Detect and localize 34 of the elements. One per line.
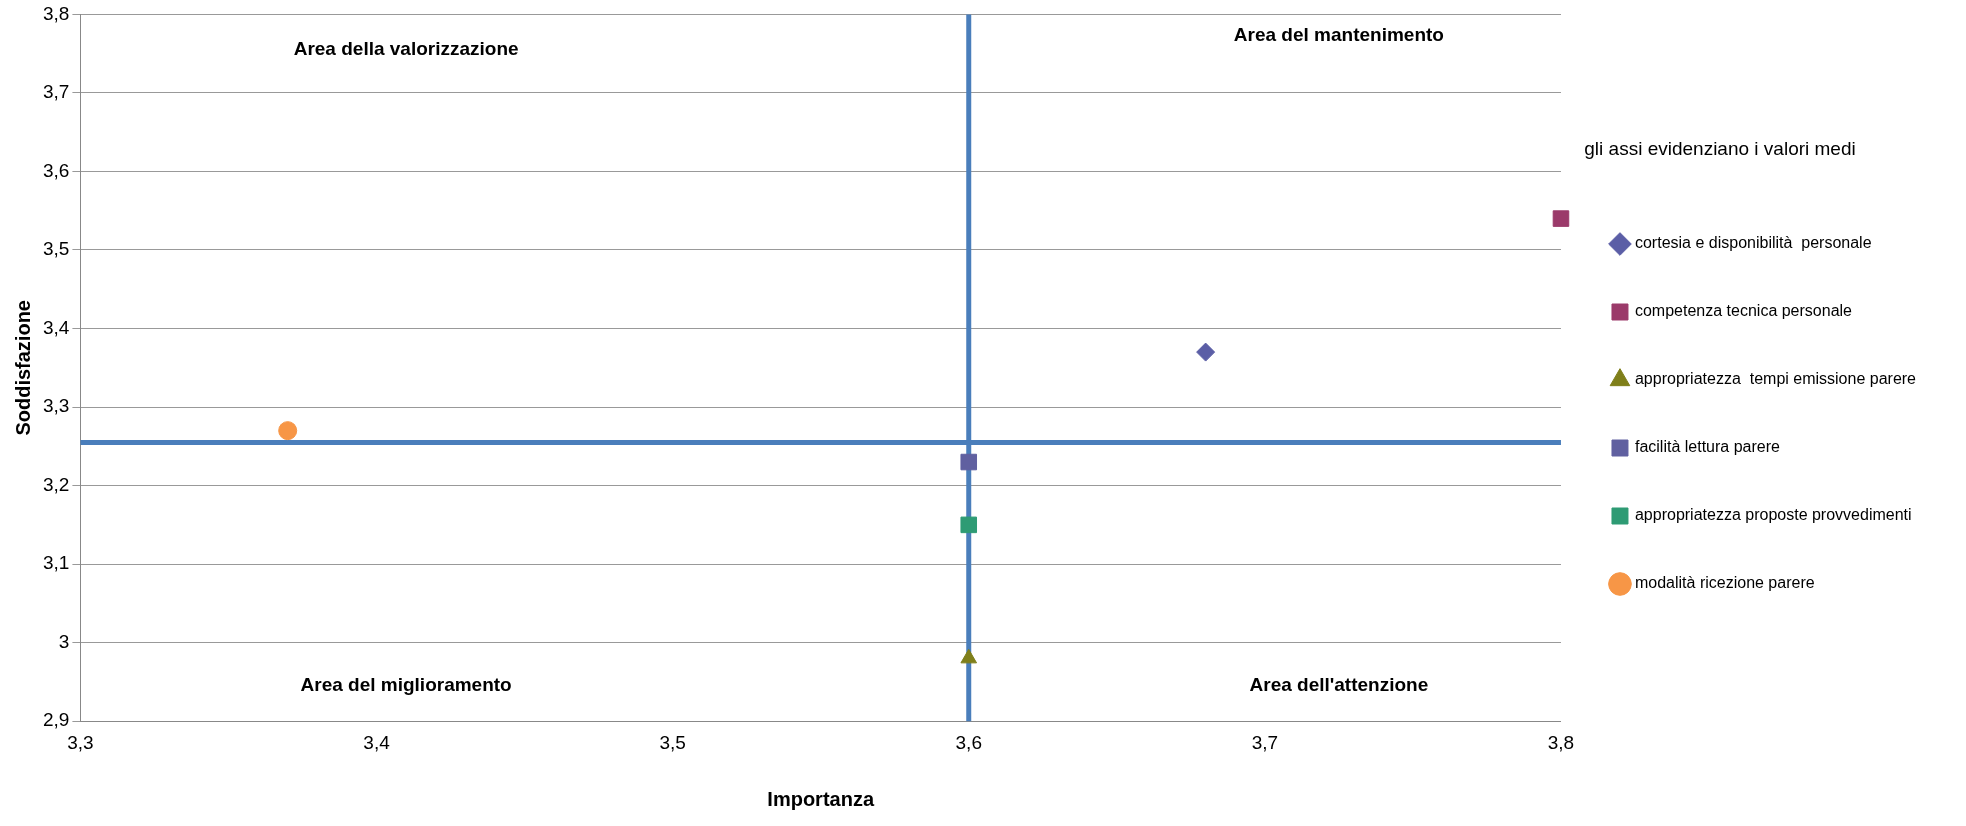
annotation: Area del miglioramento [300, 674, 512, 696]
y-tick-label: 3,2 [42, 473, 70, 495]
annotation: Area dell'attenzione [1249, 674, 1429, 696]
x-tick-label: 3,4 [363, 731, 391, 753]
y-tick-label: 3,1 [42, 552, 70, 574]
legend-label: facilità lettura parere [1634, 438, 1781, 456]
point [278, 421, 298, 441]
x-axis-title: Importanza [767, 787, 875, 810]
y-tick-label: 3,5 [42, 238, 70, 260]
legend-label: appropriatezza proposte provvedimenti [1634, 506, 1912, 524]
x-tick-label: 3,5 [659, 731, 686, 753]
annotation: Area della valorizzazione [293, 37, 519, 59]
text: gli assi evidenziano i valori medi [1584, 138, 1856, 160]
y-tick-label: 3,3 [42, 395, 70, 417]
y-tick-label: 3 [58, 630, 70, 652]
legend-label: appropriatezza tempi emissione parere [1634, 370, 1917, 388]
y-tick-label: 3,8 [42, 2, 70, 24]
y-tick-label: 3,4 [42, 316, 70, 338]
x-tick-label: 3,6 [955, 731, 982, 753]
x-tick-label: 3,7 [1251, 731, 1279, 753]
point [1196, 342, 1216, 362]
legend-label: competenza tecnica personale [1634, 302, 1853, 320]
point [960, 453, 978, 471]
y-tick-label: 3,6 [42, 159, 70, 181]
legend-label: cortesia e disponibilità personale [1634, 234, 1872, 252]
point [960, 516, 978, 534]
point [1552, 210, 1570, 227]
legend-label: modalità ricezione parere [1634, 574, 1815, 592]
y-tick-label: 3,7 [42, 81, 70, 103]
x-tick-label: 3,3 [67, 731, 94, 753]
y-axis-title: Soddisfazione [11, 300, 34, 436]
y-tick-label: 2,9 [42, 709, 70, 731]
x-tick-label: 3,8 [1547, 731, 1575, 753]
annotation: Area del mantenimento [1233, 23, 1444, 45]
